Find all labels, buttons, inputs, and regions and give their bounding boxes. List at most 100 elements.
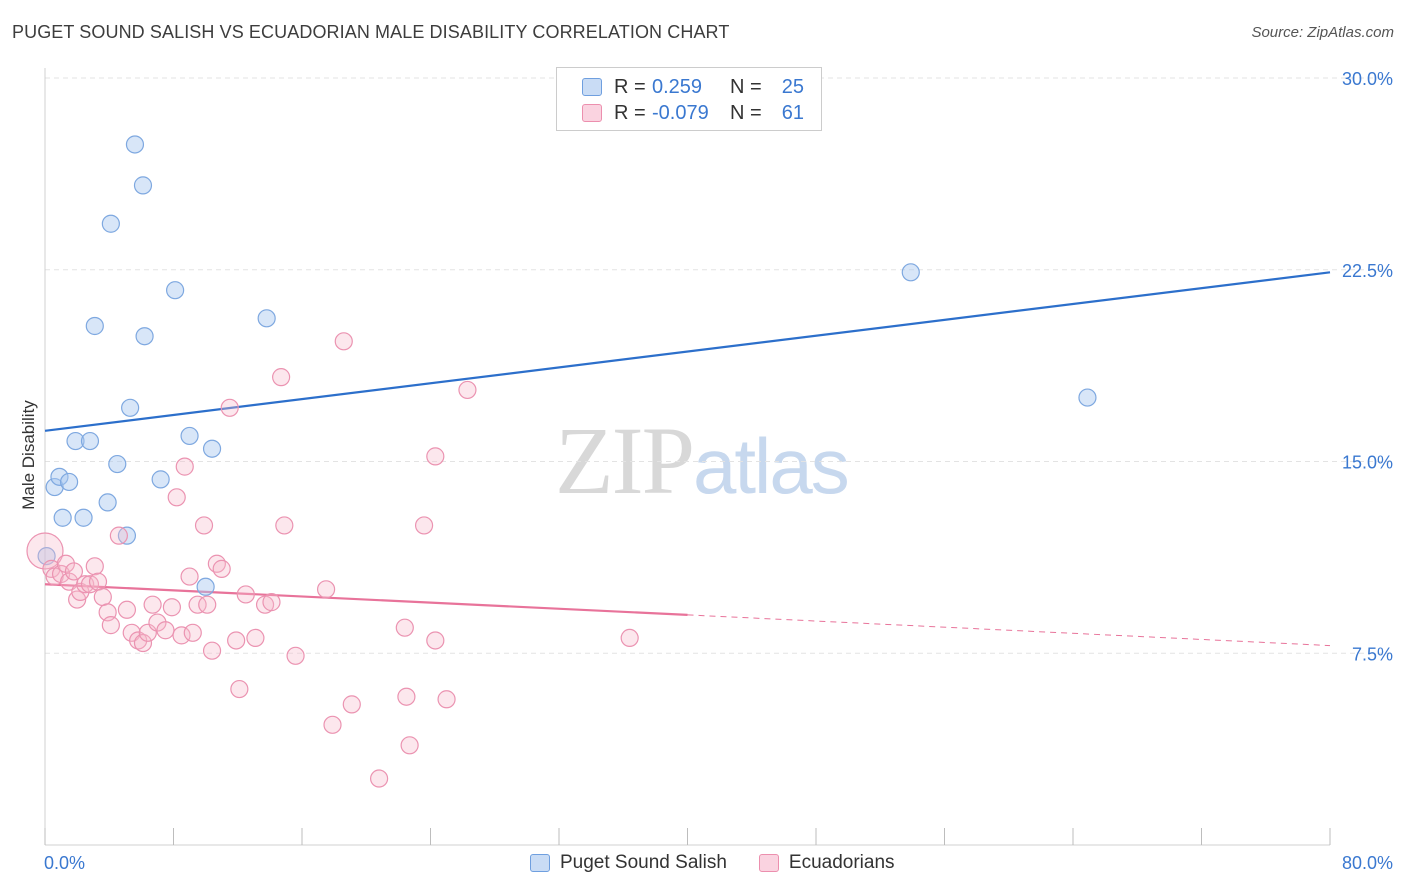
- legend-n-label: N =: [730, 101, 762, 124]
- series-legend: Puget Sound Salish Ecuadorians: [530, 852, 927, 874]
- legend-n-label: N =: [730, 75, 762, 98]
- point-ecuadorians: [236, 585, 255, 604]
- chart-title: PUGET SOUND SALISH VS ECUADORIAN MALE DI…: [12, 22, 730, 42]
- point-ecuadorians: [414, 516, 434, 535]
- point-ecuadorians: [198, 595, 217, 614]
- point-puget: [59, 472, 79, 492]
- y-tick-label: 22.5%: [1342, 261, 1393, 281]
- legend-row-puget: R = 0.259 N = 25: [557, 74, 804, 100]
- point-puget: [50, 467, 69, 486]
- point-ecuadorians: [188, 595, 207, 614]
- point-puget: [121, 398, 140, 417]
- point-puget: [901, 263, 920, 282]
- legend-r-label: R =: [614, 75, 646, 98]
- point-ecuadorians: [400, 736, 419, 755]
- legend-label: Ecuadorians: [788, 852, 895, 873]
- point-puget: [257, 309, 276, 328]
- point-puget: [166, 281, 185, 300]
- point-ecuadorians: [207, 554, 226, 573]
- point-ecuadorians: [426, 631, 445, 650]
- x-tick-label: 80.0%: [1342, 853, 1393, 873]
- legend-label: Puget Sound Salish: [560, 852, 727, 873]
- point-ecuadorians: [133, 633, 153, 653]
- point-ecuadorians: [85, 557, 104, 576]
- point-ecuadorians: [323, 715, 342, 734]
- point-ecuadorians: [101, 616, 120, 635]
- legend-item-puget[interactable]: Puget Sound Salish: [530, 852, 727, 874]
- point-ecuadorians: [437, 690, 456, 709]
- gridlines: [45, 77, 1395, 654]
- point-ecuadorians: [370, 769, 389, 788]
- point-ecuadorians: [194, 516, 214, 535]
- point-ecuadorians: [64, 562, 84, 581]
- point-ecuadorians: [129, 631, 148, 650]
- legend-r-label: R =: [614, 101, 646, 124]
- point-ecuadorians: [172, 626, 191, 645]
- point-ecuadorians: [620, 628, 639, 648]
- trend-lines: [44, 271, 1331, 647]
- trend-line-ecuadorians-extension: [687, 614, 1331, 647]
- point-ecuadorians: [88, 572, 108, 591]
- point-ecuadorians: [167, 488, 186, 507]
- point-puget: [196, 577, 215, 596]
- point-puget: [66, 431, 85, 451]
- point-ecuadorians: [334, 332, 353, 351]
- watermark: ZIPatlas: [555, 405, 850, 516]
- point-ecuadorians: [342, 695, 361, 714]
- point-ecuadorians: [286, 646, 305, 665]
- legend-swatch-pink: [758, 854, 779, 872]
- point-puget: [74, 508, 93, 527]
- point-ecuadorians: [202, 641, 222, 660]
- point-puget: [53, 508, 72, 527]
- point-ecuadorians: [93, 587, 112, 607]
- point-ecuadorians: [246, 628, 265, 648]
- point-puget: [108, 454, 127, 474]
- point-ecuadorians: [275, 516, 294, 535]
- legend-n-value: 25: [781, 75, 804, 98]
- point-ecuadorians: [426, 447, 445, 466]
- legend-r-value: 0.259: [652, 75, 703, 98]
- point-ecuadorians: [316, 580, 336, 599]
- point-puget: [135, 327, 154, 346]
- point-puget: [1078, 388, 1097, 407]
- tick-labels: 7.5% 15.0% 22.5% 30.0% 0.0% 80.0%: [44, 69, 1393, 873]
- point-ecuadorians: [26, 532, 64, 570]
- legend-item-ecuadorians[interactable]: Ecuadorians: [758, 852, 895, 874]
- y-axis-label: Male Disability: [19, 400, 38, 510]
- y-tick-label: 30.0%: [1342, 69, 1393, 89]
- point-ecuadorians: [230, 679, 249, 699]
- trend-line-ecuadorians: [44, 583, 688, 616]
- point-puget: [202, 439, 222, 458]
- legend-row-ecuadorians: R = -0.079 N = 61: [557, 100, 804, 126]
- axes: [44, 68, 1331, 846]
- point-ecuadorians: [143, 595, 162, 614]
- point-puget: [151, 470, 170, 489]
- watermark-zip: ZIP: [555, 407, 695, 514]
- correlation-legend: R = 0.259 N = 25 R = -0.079 N = 61: [556, 67, 822, 131]
- watermark-atlas: atlas: [693, 422, 850, 510]
- point-puget: [85, 316, 104, 336]
- point-puget: [125, 135, 145, 154]
- source-credit: Source: ZipAtlas.com: [1251, 24, 1394, 41]
- point-ecuadorians: [117, 600, 137, 619]
- legend-r-value: -0.079: [652, 101, 709, 124]
- point-ecuadorians: [212, 559, 231, 578]
- point-ecuadorians: [458, 380, 477, 400]
- point-puget: [45, 477, 64, 497]
- point-ecuadorians: [220, 398, 239, 417]
- y-tick-label: 15.0%: [1342, 453, 1393, 473]
- legend-swatch-blue: [530, 854, 550, 872]
- point-puget: [180, 426, 199, 446]
- point-ecuadorians: [162, 598, 181, 617]
- point-ecuadorians: [175, 457, 194, 476]
- point-ecuadorians: [227, 631, 246, 650]
- point-ecuadorians: [183, 623, 202, 642]
- x-tick-label: 0.0%: [44, 853, 85, 873]
- legend-swatch-blue: [582, 78, 602, 96]
- y-tick-label: 7.5%: [1352, 644, 1393, 664]
- point-ecuadorians: [156, 621, 175, 640]
- point-puget: [101, 214, 120, 233]
- point-puget: [98, 493, 117, 512]
- point-ecuadorians: [180, 567, 199, 586]
